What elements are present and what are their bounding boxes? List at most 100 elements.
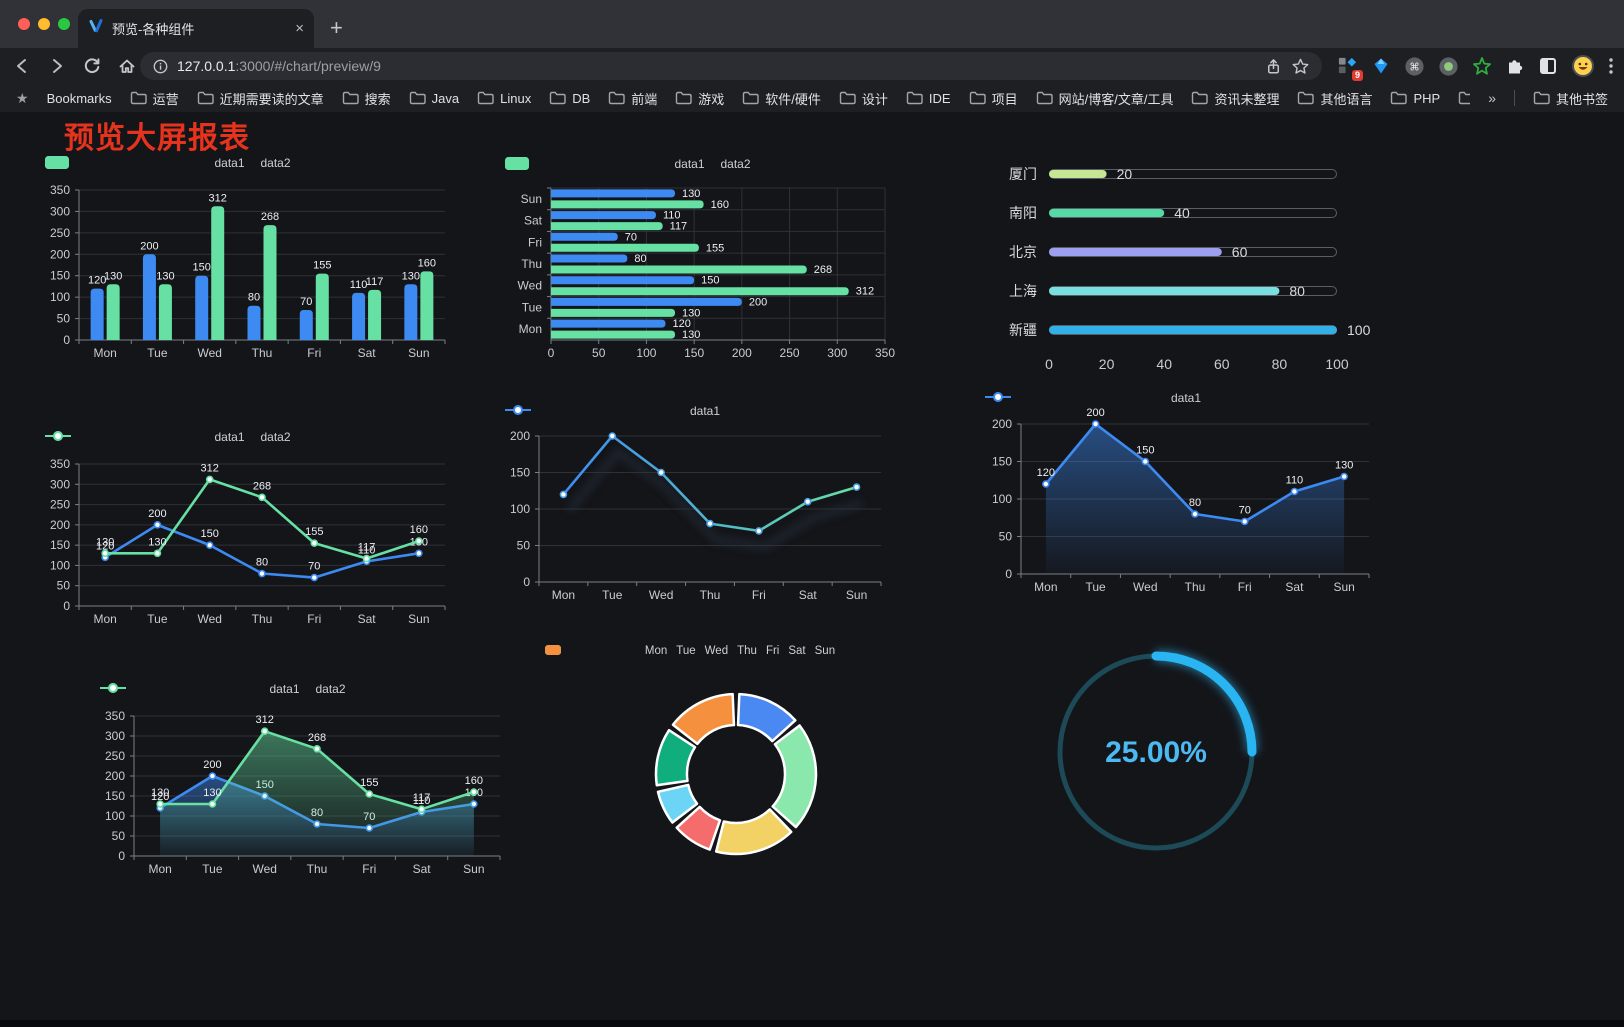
bookmark-folder[interactable]: Linux — [477, 89, 531, 108]
address-bar[interactable]: 127.0.0.1:3000/#/chart/preview/9 — [140, 52, 1322, 80]
minimize-window-button[interactable] — [38, 18, 50, 30]
bookmark-folder[interactable]: 搜索 — [342, 89, 391, 108]
svg-text:25.00%: 25.00% — [1105, 736, 1207, 769]
bookmark-folder[interactable]: IDE — [906, 89, 951, 108]
legend-item-Mon[interactable]: Mon — [545, 645, 668, 657]
back-button[interactable] — [12, 56, 32, 76]
svg-text:150: 150 — [684, 346, 704, 360]
reload-button[interactable] — [82, 56, 102, 76]
extension-gem-icon[interactable] — [1371, 56, 1391, 76]
svg-text:160: 160 — [711, 199, 729, 211]
bookmark-folder[interactable]: 运营 — [130, 89, 179, 108]
bookmark-folder[interactable]: 游戏 — [675, 89, 724, 108]
svg-text:Wed: Wed — [252, 862, 276, 876]
legend-label: Mon — [644, 645, 668, 657]
legend-item-Wed[interactable]: Wed — [545, 645, 729, 657]
legend-item-data2[interactable]: data2 — [100, 682, 346, 696]
svg-text:200: 200 — [105, 769, 125, 783]
bookmark-folder[interactable]: 设计 — [839, 89, 888, 108]
legend-item-Sun[interactable]: Sun — [545, 645, 835, 657]
home-button[interactable] — [117, 56, 137, 76]
bookmark-folder[interactable]: PHP — [1390, 89, 1440, 108]
svg-text:Mon: Mon — [93, 612, 116, 626]
forward-button[interactable] — [47, 56, 67, 76]
maximize-window-button[interactable] — [58, 18, 70, 30]
svg-text:南阳: 南阳 — [1009, 205, 1037, 221]
svg-text:Fri: Fri — [528, 235, 542, 249]
bookmark-folder-label: 其他语言 — [1320, 91, 1373, 107]
legend-item-data2[interactable]: data2 — [505, 157, 751, 171]
bookmark-folder[interactable]: Java — [409, 89, 459, 108]
svg-text:200: 200 — [50, 518, 70, 532]
bookmark-folder-list: 运营 近期需要读的文章 搜索 Java Linux DB 前端 游戏 软件/硬件 设计 IDE 项目 网… — [130, 89, 1471, 108]
svg-text:Sat: Sat — [358, 612, 377, 626]
bookmark-folder[interactable]: 软件/硬件 — [742, 89, 821, 108]
browser-menu-icon[interactable] — [1608, 56, 1614, 76]
legend-item-data1[interactable]: data1 — [985, 391, 1201, 405]
other-bookmarks-folder[interactable]: 其他书签 — [1533, 89, 1608, 108]
svg-text:Sat: Sat — [799, 588, 818, 602]
svg-text:268: 268 — [253, 480, 271, 492]
svg-text:Thu: Thu — [307, 862, 328, 876]
bookmark-folder[interactable]: 资讯未整理 — [1191, 89, 1279, 108]
bookmark-folder[interactable]: 文件服务器 — [1458, 89, 1471, 108]
svg-text:312: 312 — [201, 462, 219, 474]
bookmark-star-icon[interactable] — [1291, 57, 1310, 76]
share-icon[interactable] — [1264, 57, 1283, 76]
legend-label: Wed — [704, 645, 729, 657]
svg-text:200: 200 — [992, 417, 1012, 431]
svg-text:0: 0 — [63, 333, 70, 347]
new-tab-button[interactable]: + — [330, 15, 343, 40]
svg-text:120: 120 — [88, 275, 106, 287]
bookmark-folder-label: Java — [431, 90, 460, 106]
extensions-puzzle-icon[interactable] — [1505, 56, 1525, 76]
tab-title: 预览-各种组件 — [112, 22, 195, 37]
svg-text:Sun: Sun — [408, 612, 429, 626]
svg-text:200: 200 — [732, 346, 752, 360]
svg-text:300: 300 — [50, 204, 70, 218]
bookmarks-label[interactable]: Bookmarks — [46, 90, 112, 106]
bookmark-folder[interactable]: DB — [549, 89, 590, 108]
bookmark-folder-label: 搜索 — [364, 91, 391, 107]
svg-text:50: 50 — [517, 539, 531, 553]
close-window-button[interactable] — [18, 18, 30, 30]
legend-item-Thu[interactable]: Thu — [545, 645, 757, 657]
profile-avatar[interactable] — [1571, 54, 1595, 78]
extension-record-icon[interactable] — [1438, 56, 1459, 77]
legend-item-data1[interactable]: data1 — [100, 682, 300, 696]
legend-item-data1[interactable]: data1 — [505, 157, 705, 171]
tab-close-icon[interactable]: × — [295, 20, 304, 37]
site-info-icon[interactable] — [152, 58, 169, 75]
svg-text:Tue: Tue — [147, 612, 168, 626]
svg-text:50: 50 — [592, 346, 606, 360]
legend-item-data1[interactable]: data1 — [45, 430, 245, 444]
bookmark-folder[interactable]: 项目 — [969, 89, 1018, 108]
dark-mode-extension-icon[interactable] — [1538, 56, 1558, 76]
extension-grid-icon[interactable]: 9 — [1337, 56, 1363, 81]
legend-item-data1[interactable]: data1 — [505, 404, 721, 418]
legend-item-Sat[interactable]: Sat — [545, 645, 806, 657]
page-title: 预览大屏报表 — [64, 122, 250, 155]
bookmark-folder[interactable]: 近期需要读的文章 — [197, 89, 324, 108]
legend-item-data2[interactable]: data2 — [45, 430, 291, 444]
legend-item-Tue[interactable]: Tue — [545, 645, 696, 657]
legend-item-data2[interactable]: data2 — [45, 156, 291, 170]
other-bookmarks-label: 其他书签 — [1555, 91, 1608, 107]
svg-text:⌘: ⌘ — [1409, 61, 1420, 73]
legend-label: data1 — [689, 404, 721, 418]
svg-text:Sat: Sat — [413, 862, 432, 876]
chart-canvas: 0 50 100 150 200 250 300 350 Mon Tue Wed Thu Fri Sat S… — [50, 183, 446, 360]
bookmarks-overflow-button[interactable]: » — [1488, 90, 1496, 106]
legend-item-Fri[interactable]: Fri — [545, 645, 779, 657]
page-content: 预览大屏报表 0 50 100 150 200 250 300 350 Mon Tue Wed Thu… — [0, 112, 1624, 1020]
browser-tab[interactable]: 预览-各种组件 × — [78, 9, 314, 48]
url-text[interactable]: 127.0.0.1:3000/#/chart/preview/9 — [177, 58, 381, 74]
svg-text:Tue: Tue — [202, 862, 223, 876]
bookmark-folder[interactable]: 其他语言 — [1297, 89, 1372, 108]
svg-text:160: 160 — [465, 775, 483, 787]
extension-command-icon[interactable]: ⌘ — [1404, 56, 1425, 77]
bookmark-folder[interactable]: 前端 — [608, 89, 657, 108]
bookmark-folder[interactable]: 网站/博客/文章/工具 — [1036, 89, 1173, 108]
legend-item-data1[interactable]: data1 — [45, 156, 245, 170]
extension-green-star-icon[interactable] — [1472, 56, 1492, 76]
